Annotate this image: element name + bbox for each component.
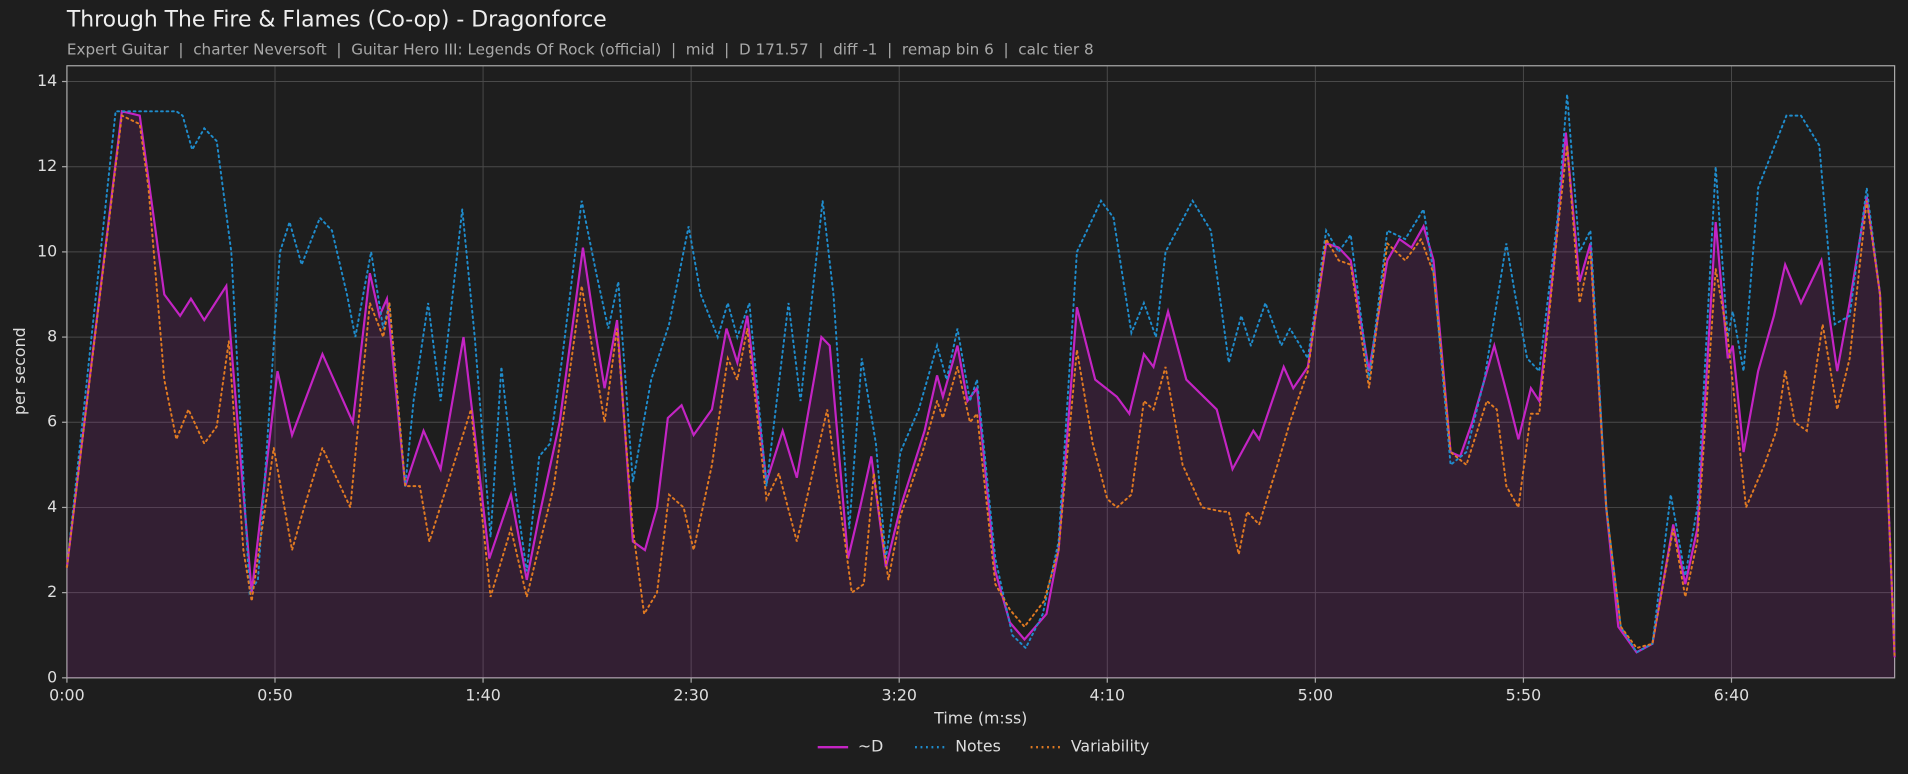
x-tick-label: 5:00 <box>1298 686 1333 705</box>
plot-frame <box>66 65 1896 679</box>
x-tick-label: 6:40 <box>1714 686 1749 705</box>
x-tick-label: 0:50 <box>257 686 292 705</box>
y-tick-label: 0 <box>47 667 57 686</box>
legend-label: Variability <box>1071 737 1150 756</box>
line <box>65 114 1896 658</box>
y-tick-label: 8 <box>47 327 57 346</box>
line <box>65 94 1896 658</box>
y-axis-label: per second <box>10 327 29 415</box>
y-tick-label: 10 <box>37 241 57 260</box>
x-tick-label: 5:50 <box>1506 686 1541 705</box>
x-axis-label: Time (m:ss) <box>933 709 1027 728</box>
y-tick-label: 6 <box>47 412 57 431</box>
x-tick-label: 3:20 <box>881 686 916 705</box>
y-tick-label: 12 <box>37 156 57 175</box>
y-tick-label: 14 <box>37 71 57 90</box>
legend-label: ~D <box>858 737 883 756</box>
x-tick-label: 1:40 <box>465 686 500 705</box>
chart-subtitle: Expert Guitar | charter Neversoft | Guit… <box>67 40 1094 58</box>
y-tick-label: 4 <box>47 497 57 516</box>
x-tick-label: 2:30 <box>673 686 708 705</box>
legend-label: Notes <box>955 737 1001 756</box>
area <box>66 111 1895 678</box>
chart-title: Through The Fire & Flames (Co-op) - Drag… <box>66 8 607 33</box>
x-tick-label: 4:10 <box>1090 686 1125 705</box>
x-tick-label: 0:00 <box>49 686 84 705</box>
y-tick-label: 2 <box>47 582 57 601</box>
